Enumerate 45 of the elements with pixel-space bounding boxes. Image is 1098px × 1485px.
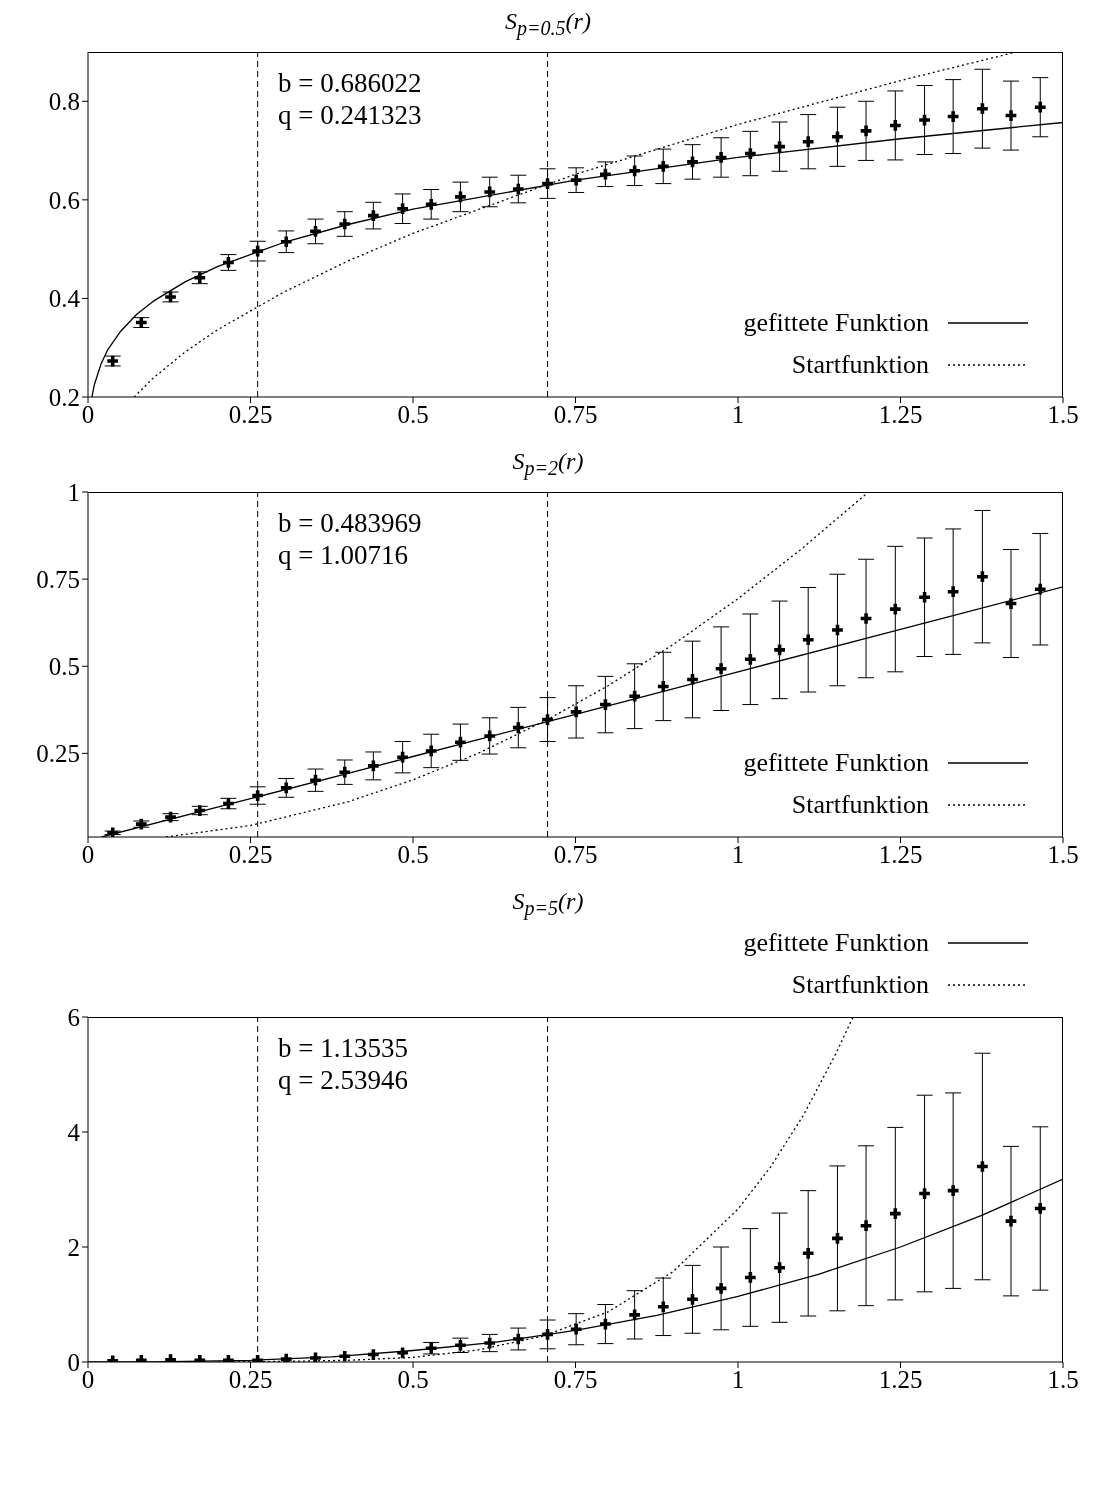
legend-label: Startfunktion [791, 350, 929, 380]
legend-label: gefittete Funktion [743, 308, 929, 338]
chart-title: S$_{p=5}$(r) [511, 888, 585, 922]
y-tick-label: 2 [67, 1233, 80, 1261]
y-tick-label: 0.2 [48, 383, 80, 411]
x-tick-label: 0.75 [553, 1365, 598, 1393]
annotation: q = 1.00716 [278, 539, 409, 571]
x-tick-label: 0.25 [228, 840, 273, 868]
y-tick-label: 0 [67, 1348, 80, 1376]
y-tick-label: 0.6 [48, 186, 80, 214]
y-tick-label: 0.5 [48, 653, 80, 681]
legend-label: Startfunktion [791, 790, 929, 820]
annotation: b = 0.686022 [278, 67, 422, 99]
annotation: b = 1.13535 [278, 1032, 408, 1064]
x-tick-label: 1.5 [1047, 400, 1079, 428]
annotation: q = 0.241323 [278, 99, 422, 131]
y-tick-label: 4 [67, 1118, 81, 1146]
y-tick-label: 0.75 [36, 566, 80, 593]
x-tick-label: 0.25 [228, 1365, 273, 1393]
x-tick-label: 0.75 [553, 400, 598, 428]
x-tick-label: 0.75 [553, 840, 598, 868]
legend-label: gefittete Funktion [743, 748, 929, 778]
x-tick-label: 1.25 [878, 400, 923, 428]
x-tick-label: 1 [731, 1365, 745, 1393]
annotation: b = 0.483969 [278, 507, 422, 539]
y-tick-label: 0.8 [48, 88, 80, 116]
x-tick-label: 1.5 [1047, 840, 1079, 868]
chart-title: S$_{p=0.5}$(r) [504, 8, 592, 42]
y-tick-label: 6 [67, 1003, 80, 1031]
x-tick-label: 0.5 [397, 840, 429, 868]
x-tick-label: 1 [731, 400, 745, 428]
legend-label: gefittete Funktion [743, 928, 929, 958]
chart-title: S$_{p=2}$(r) [512, 448, 584, 479]
x-tick-label: 1.25 [878, 840, 923, 868]
x-tick-label: 1 [731, 840, 745, 868]
y-tick-label: 0.4 [48, 285, 81, 313]
x-tick-label: 0.25 [228, 400, 273, 428]
x-tick-label: 1.25 [878, 1365, 923, 1393]
x-tick-label: 0.5 [397, 400, 429, 428]
x-tick-label: 1.5 [1047, 1365, 1079, 1393]
annotation: q = 2.53946 [278, 1064, 408, 1096]
y-tick-label: 1 [67, 478, 80, 506]
legend-label: Startfunktion [791, 970, 929, 1000]
y-tick-label: 0.25 [36, 740, 80, 768]
x-tick-label: 0.5 [397, 1365, 429, 1393]
